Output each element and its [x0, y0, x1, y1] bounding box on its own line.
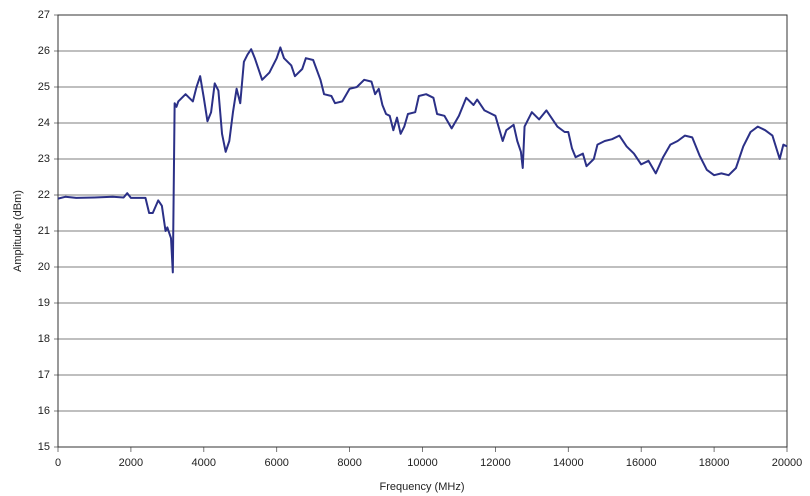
y-tick-label: 21 [38, 225, 50, 237]
plot-border [57, 14, 788, 448]
y-tick-label: 22 [38, 189, 50, 201]
y-tick-label: 20 [38, 261, 50, 273]
y-tick-label: 18 [38, 333, 50, 345]
y-tick-label: 17 [38, 369, 50, 381]
x-tick-label: 2000 [119, 457, 143, 469]
x-axis-label: Frequency (MHz) [380, 481, 465, 493]
y-tick-label: 15 [38, 441, 50, 453]
x-tick-label: 10000 [407, 457, 438, 469]
x-tick-label: 12000 [480, 457, 511, 469]
y-tick-label: 24 [38, 117, 50, 129]
y-axis-label: Amplitude (dBm) [12, 190, 24, 272]
y-tick-label: 23 [38, 153, 50, 165]
x-tick-label: 0 [55, 457, 61, 469]
y-tick-label: 26 [38, 45, 50, 57]
x-tick-label: 16000 [626, 457, 657, 469]
x-tick-label: 4000 [192, 457, 216, 469]
x-tick-label: 8000 [337, 457, 361, 469]
y-tick-label: 27 [38, 9, 50, 21]
y-tick-label: 25 [38, 81, 50, 93]
x-tick-label: 18000 [699, 457, 730, 469]
x-tick-label: 20000 [772, 457, 803, 469]
x-tick-label: 14000 [553, 457, 584, 469]
y-tick-label: 19 [38, 297, 50, 309]
data-line [57, 46, 788, 274]
y-tick-label: 16 [38, 405, 50, 417]
x-tick-label: 6000 [264, 457, 288, 469]
